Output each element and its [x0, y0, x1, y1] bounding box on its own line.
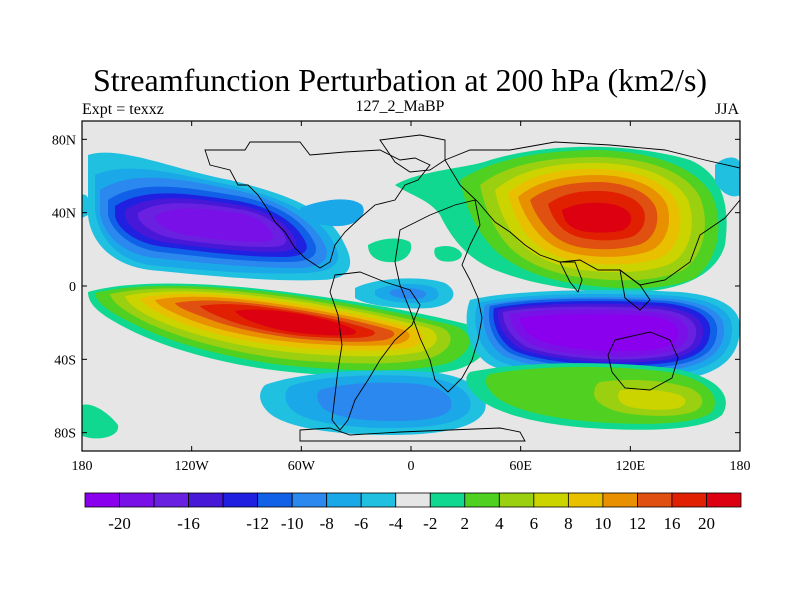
- colorbar-swatch: [360, 492, 397, 508]
- nh-small-negative-2: [715, 157, 740, 197]
- colorbar-label: 10: [594, 514, 611, 533]
- x-tick-label: 60E: [509, 459, 532, 474]
- colorbar-label: -6: [354, 514, 368, 533]
- colorbar-label: 20: [698, 514, 715, 533]
- colorbar-swatch: [429, 492, 466, 508]
- nh-small-positive-1: [368, 238, 412, 263]
- experiment-label: Expt = texxz: [82, 101, 164, 118]
- sh-south-positive-4: [618, 389, 686, 410]
- colorbar-swatch: [395, 492, 431, 508]
- colorbar-swatch: [671, 492, 707, 508]
- colorbar-swatch: [188, 492, 224, 508]
- colorbar-label: 12: [629, 514, 646, 533]
- colorbar-label: -8: [320, 514, 334, 533]
- x-tick-label: 120E: [616, 459, 646, 474]
- colorbar-swatch: [602, 492, 638, 508]
- colorbar-swatch: [637, 492, 673, 508]
- colorbar-swatch: [119, 492, 155, 508]
- case-label: 127_2_MaBP: [355, 98, 445, 115]
- colorbar-swatch: [498, 492, 535, 508]
- nh-negative-band-8: [155, 208, 274, 242]
- contour-fill-layer: [82, 146, 740, 439]
- nh-positive-core: [562, 202, 632, 233]
- colorbar: -20 -16 -12 -10 -8 -6 -4 -2 2 4 6 8 10 12 16 20: [84, 492, 742, 533]
- colorbar-label: -12: [246, 514, 269, 533]
- colorbar-swatch: [567, 492, 604, 508]
- colorbar-label: -20: [108, 514, 131, 533]
- x-tick-label: 180: [730, 459, 751, 474]
- colorbar-swatch: [706, 492, 742, 508]
- chart-title: Streamfunction Perturbation at 200 hPa (…: [92, 62, 708, 98]
- colorbar-label: 16: [663, 514, 680, 533]
- sh-negative-core: [520, 314, 679, 352]
- y-tick-label: 40S: [54, 353, 76, 368]
- x-tick-label: 180: [72, 459, 93, 474]
- x-tick-label: 60W: [288, 459, 316, 474]
- colorbar-label: -4: [389, 514, 404, 533]
- colorbar-label: 4: [495, 514, 504, 533]
- nh-small-negative-1: [300, 199, 364, 227]
- y-tick-label: 0: [69, 280, 76, 295]
- colorbar-label: 8: [564, 514, 573, 533]
- sh-positive-core: [235, 309, 356, 336]
- colorbar-label: -10: [281, 514, 304, 533]
- y-tick-label: 80N: [52, 133, 76, 148]
- colorbar-swatch: [291, 492, 328, 508]
- coast-australia: [607, 331, 679, 391]
- coast-south-america: [329, 271, 421, 431]
- coast-southeast-asia: [619, 268, 651, 311]
- nh-small-positive-2: [434, 246, 462, 262]
- colorbar-swatch: [464, 492, 500, 508]
- season-label: JJA: [715, 101, 740, 118]
- nh-small-negative-3: [82, 194, 90, 218]
- x-tick-label: 120W: [175, 459, 210, 474]
- colorbar-swatch: [153, 492, 189, 508]
- coast-europe-africa: [394, 199, 483, 393]
- sh-edge-positive: [82, 404, 119, 439]
- colorbar-swatch: [326, 492, 362, 508]
- colorbar-swatch: [257, 492, 293, 508]
- coast-north-america: [204, 141, 431, 269]
- eq-weak-negative-3: [390, 288, 426, 299]
- colorbar-label: 2: [461, 514, 470, 533]
- coastlines: [204, 134, 741, 442]
- coast-india: [559, 261, 583, 293]
- colorbar-label: -2: [423, 514, 437, 533]
- coast-greenland: [379, 134, 446, 173]
- colorbar-swatch: [84, 492, 120, 508]
- colorbar-label: -16: [177, 514, 200, 533]
- colorbar-swatch: [222, 492, 259, 508]
- y-tick-label: 80S: [54, 427, 76, 442]
- x-tick-label: 0: [408, 459, 415, 474]
- colorbar-label: 6: [530, 514, 539, 533]
- axis-ticks: 180 120W 60W 0 60E 120E 180 80N 40N 0 40S 80S: [52, 121, 751, 474]
- y-tick-label: 40N: [52, 207, 76, 222]
- coast-antarctica: [299, 427, 526, 442]
- coast-eurasia: [444, 141, 741, 286]
- colorbar-swatch: [533, 492, 569, 508]
